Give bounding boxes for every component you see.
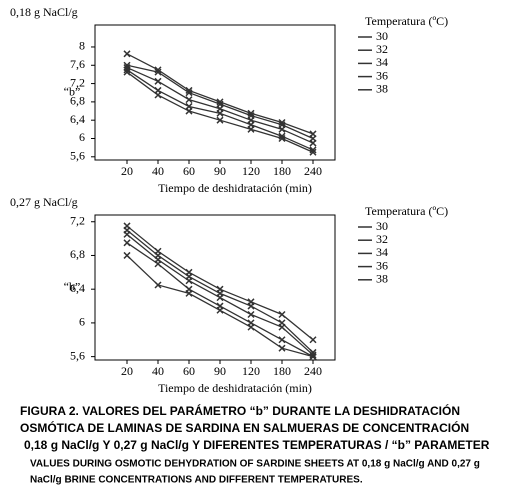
y-tick-label: 8 — [79, 39, 85, 53]
y-axis-label: “b” — [64, 279, 81, 293]
point-marker — [216, 109, 224, 117]
x-tick-label: 40 — [152, 164, 164, 178]
legend-label: 30 — [376, 219, 388, 233]
legend-label: 34 — [376, 55, 388, 69]
legend-label: 36 — [376, 68, 388, 82]
x-tick-label: 120 — [242, 364, 260, 378]
point-marker — [278, 336, 286, 344]
point-marker — [216, 116, 224, 124]
x-tick-label: 40 — [152, 364, 164, 378]
point-marker — [185, 89, 193, 97]
legend-label: 34 — [376, 245, 388, 259]
point-marker — [309, 351, 317, 359]
legend-label: 32 — [376, 232, 388, 246]
point-marker — [154, 91, 162, 99]
legend-label: 30 — [376, 29, 388, 43]
legend-label: 38 — [376, 82, 388, 96]
point-marker — [278, 310, 286, 319]
point-marker — [309, 336, 317, 344]
y-unit: 0,18 g NaCl/g — [10, 5, 78, 19]
point-marker — [278, 134, 286, 143]
point-marker — [185, 96, 193, 104]
x-tick-label: 180 — [273, 164, 291, 178]
legend-title: Temperatura (ºC) — [365, 14, 448, 28]
caption-line: OSMÓTICA DE LAMINAS DE SARDINA EN SALMUE… — [20, 420, 469, 435]
caption-line: VALUES DURING OSMOTIC DEHYDRATION OF SAR… — [30, 459, 480, 470]
x-axis-label: Tiempo de deshidratación (min) — [158, 181, 312, 195]
x-tick-label: 60 — [183, 364, 195, 378]
y-tick-label: 7,2 — [70, 213, 85, 227]
y-tick-label: 6,8 — [70, 247, 85, 261]
point-marker — [309, 148, 317, 156]
series-line — [126, 242, 314, 358]
legend-label: 36 — [376, 258, 388, 272]
point-marker — [216, 306, 224, 314]
y-tick-label: 6,8 — [70, 94, 85, 108]
point-marker — [185, 107, 193, 115]
y-tick-label: 7,2 — [70, 75, 85, 89]
y-tick-label: 5,6 — [70, 348, 85, 362]
legend-label: 32 — [376, 42, 388, 56]
y-tick-label: 6 — [79, 315, 85, 329]
y-tick-label: 6,4 — [70, 281, 85, 295]
x-tick-label: 240 — [304, 164, 322, 178]
point-marker — [247, 125, 255, 133]
y-tick-label: 6,4 — [70, 112, 85, 126]
point-marker — [309, 139, 317, 147]
point-marker — [123, 66, 131, 74]
point-marker — [154, 281, 162, 289]
point-marker — [278, 323, 286, 331]
point-marker — [247, 323, 255, 331]
y-axis-label: “b” — [64, 84, 81, 98]
point-marker — [185, 277, 193, 285]
point-marker — [123, 251, 131, 259]
caption-line: NaCl/g BRINE CONCENTRATIONS AND DIFFEREN… — [30, 475, 363, 486]
point-marker — [309, 353, 317, 361]
plot-frame — [94, 24, 336, 161]
plot-frame — [94, 214, 336, 361]
point-marker — [247, 302, 255, 310]
x-axis-label: Tiempo de deshidratación (min) — [158, 381, 312, 395]
x-tick-label: 20 — [121, 164, 133, 178]
x-tick-label: 240 — [304, 364, 322, 378]
point-marker — [123, 50, 131, 58]
point-marker — [123, 239, 131, 247]
point-marker — [278, 344, 286, 352]
point-marker — [185, 86, 193, 94]
x-tick-label: 180 — [273, 364, 291, 378]
y-tick-label: 6 — [79, 130, 85, 144]
point-marker — [278, 125, 286, 133]
y-unit: 0,27 g NaCl/g — [10, 195, 78, 209]
legend-label: 38 — [376, 272, 388, 286]
point-marker — [154, 77, 162, 85]
series-line — [126, 69, 314, 151]
x-tick-label: 60 — [183, 164, 195, 178]
caption-line: 0,18 g NaCl/g Y 0,27 g NaCl/g Y DIFERENT… — [24, 438, 490, 452]
x-tick-label: 90 — [214, 164, 226, 178]
point-marker — [185, 289, 193, 297]
caption-line: FIGURA 2. VALORES DEL PARÁMETRO “b” DURA… — [20, 403, 460, 418]
point-marker — [123, 68, 131, 76]
point-marker — [154, 68, 162, 76]
point-marker — [123, 230, 131, 238]
y-tick-label: 5,6 — [70, 149, 85, 163]
point-marker — [247, 310, 255, 319]
x-tick-label: 90 — [214, 364, 226, 378]
x-tick-label: 120 — [242, 164, 260, 178]
y-tick-label: 7,6 — [70, 57, 85, 71]
legend-title: Temperatura (ºC) — [365, 204, 448, 218]
x-tick-label: 20 — [121, 364, 133, 378]
point-marker — [154, 260, 162, 268]
point-marker — [216, 294, 224, 302]
